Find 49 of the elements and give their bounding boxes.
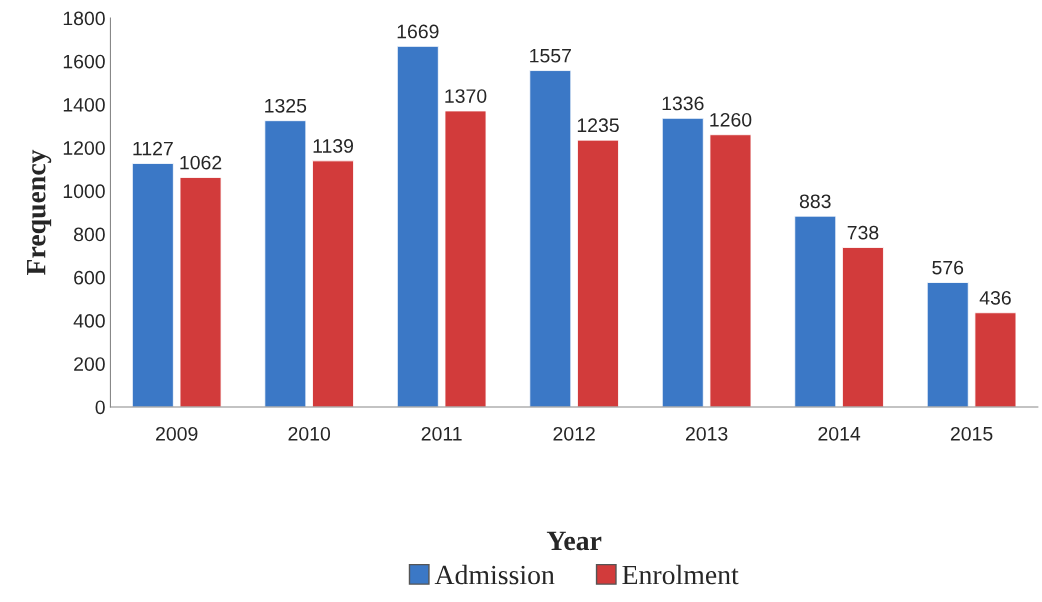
- data-label: 1139: [313, 139, 354, 153]
- y-tick-label: 600: [74, 270, 105, 285]
- y-tick-label: 1000: [63, 184, 105, 199]
- data-label: 1557: [530, 48, 571, 63]
- bar: [794, 215, 837, 407]
- bar: [842, 247, 884, 407]
- data-label: 1325: [265, 98, 307, 113]
- data-label: 1336: [662, 96, 704, 111]
- bar: [444, 110, 487, 407]
- y-tick-label: 1400: [63, 97, 105, 112]
- data-label: 738: [847, 225, 879, 240]
- x-tick-label: 2013: [685, 426, 728, 441]
- y-tick-label: 1800: [63, 11, 105, 26]
- data-label: 1260: [710, 112, 752, 127]
- data-label: 1127: [133, 141, 173, 156]
- legend-label: Enrolment: [622, 564, 739, 585]
- x-tick-label: 2015: [950, 426, 993, 441]
- y-tick-label: 1600: [63, 54, 105, 69]
- bar: [179, 177, 222, 407]
- bar: [131, 163, 174, 407]
- x-tick-label: 2012: [553, 426, 595, 441]
- data-label: 576: [932, 260, 964, 275]
- bar: [709, 134, 752, 407]
- y-axis-title: Frequency: [27, 149, 52, 276]
- bar: [926, 282, 969, 407]
- data-label: 883: [799, 194, 831, 209]
- x-tick-label: 2014: [818, 426, 861, 441]
- bar: [974, 312, 1017, 407]
- y-tick-label: 800: [74, 227, 105, 242]
- x-tick-label: 2010: [288, 426, 331, 441]
- y-tick-label: 0: [95, 400, 105, 415]
- x-tick-label: 2009: [156, 426, 198, 441]
- bar: [396, 45, 439, 407]
- data-label: 1669: [397, 24, 439, 39]
- bar: [312, 160, 354, 407]
- x-tick-label: 2011: [421, 426, 462, 441]
- bar: [661, 117, 704, 407]
- y-tick-label: 200: [74, 357, 105, 371]
- data-label: 1370: [445, 89, 487, 103]
- x-axis-title: Year: [546, 531, 602, 551]
- data-label: 1062: [180, 155, 222, 170]
- bar: [577, 139, 619, 407]
- data-label: 1235: [577, 118, 619, 133]
- legend-label: Admission: [434, 564, 555, 585]
- y-tick-label: 400: [73, 314, 105, 328]
- bar: [529, 70, 572, 407]
- y-tick-label: 1200: [63, 141, 105, 155]
- data-label: 436: [979, 290, 1011, 305]
- bar: [264, 120, 307, 407]
